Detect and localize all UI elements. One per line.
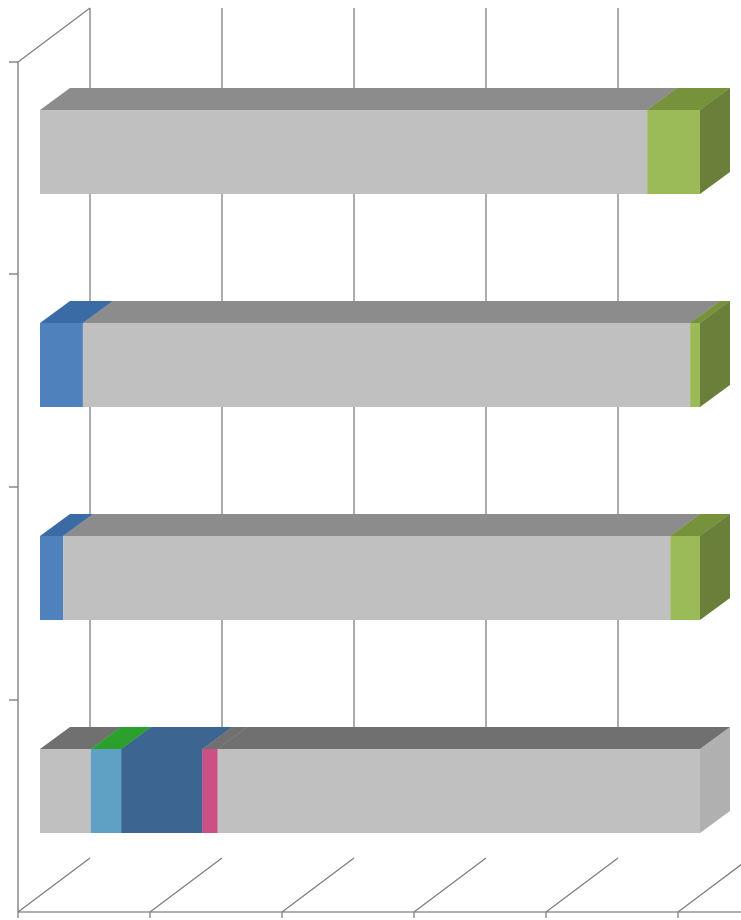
bar-0 xyxy=(40,88,730,194)
bar-1-segment-1-top xyxy=(82,301,721,323)
bars xyxy=(40,88,731,833)
bar-2-segment-1 xyxy=(63,536,671,620)
floor-gridline-1 xyxy=(149,857,223,913)
bar-2 xyxy=(40,514,730,620)
bar-0-segment-1-top xyxy=(647,88,730,110)
bar-0-segment-1 xyxy=(647,110,700,194)
bar-3-segment-0-top xyxy=(40,727,121,749)
bar-2-segment-0-top xyxy=(40,514,94,536)
bar-3-segment-1 xyxy=(90,749,122,833)
bar-2-segment-1-top xyxy=(63,514,701,536)
bar-1-side xyxy=(700,301,730,407)
bar-3-side xyxy=(700,727,730,833)
bar-3-segment-4 xyxy=(217,749,701,833)
bar-0-segment-0 xyxy=(40,110,648,194)
bar-1-segment-2-top xyxy=(690,301,730,323)
floor-gridline-4 xyxy=(545,857,619,913)
bar-1-segment-2 xyxy=(690,323,700,407)
bar-1-segment-1 xyxy=(82,323,691,407)
bar-3-segment-0 xyxy=(40,749,91,833)
bar-3-segment-3 xyxy=(202,749,218,833)
floor-gridline-2 xyxy=(281,857,355,913)
bar-0-side xyxy=(700,88,730,194)
floor-gridline-0 xyxy=(17,857,91,913)
bar-3-segment-2-top xyxy=(121,727,233,749)
bar-2-segment-2-top xyxy=(670,514,730,536)
floor-gridline-3 xyxy=(413,857,487,913)
bar-3-segment-4-top xyxy=(217,727,731,749)
bar-3-segment-1-top xyxy=(90,727,152,749)
bar-0-segment-0-top xyxy=(40,88,678,110)
bar-3-segment-2 xyxy=(121,749,203,833)
axes xyxy=(9,7,741,918)
wall-top-edge xyxy=(17,7,91,63)
bar-3 xyxy=(40,727,731,833)
bar-2-side xyxy=(700,514,730,620)
bar-1-segment-0 xyxy=(40,323,83,407)
bar-3-segment-3-top xyxy=(202,727,248,749)
bar-1 xyxy=(40,301,730,407)
bar-1-segment-0-top xyxy=(40,301,113,323)
bar-2-segment-0 xyxy=(40,536,64,620)
bar-2-segment-2 xyxy=(670,536,700,620)
floor-gridline-5 xyxy=(677,863,741,913)
